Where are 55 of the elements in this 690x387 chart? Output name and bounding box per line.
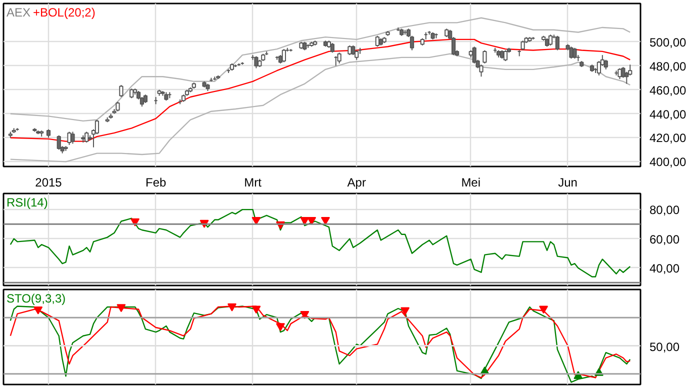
candlestick xyxy=(520,40,525,51)
y-tick-label: 460,00 xyxy=(650,83,687,98)
candlestick xyxy=(56,134,61,150)
candlestick xyxy=(375,35,380,48)
candlestick xyxy=(282,48,286,63)
candlestick xyxy=(503,50,508,62)
point xyxy=(116,304,126,312)
text: 50,00 xyxy=(650,340,680,354)
candlestick xyxy=(254,56,258,69)
x-tick-label: Feb xyxy=(145,176,166,190)
candlestick xyxy=(84,131,89,144)
point xyxy=(276,323,285,332)
line-series xyxy=(10,53,631,162)
candlestick xyxy=(337,52,342,64)
text: +BOL(20;2) xyxy=(32,6,96,20)
candlestick xyxy=(572,47,577,60)
candlestick xyxy=(119,84,124,98)
x-tick-label: 2015 xyxy=(35,176,62,190)
candlestick xyxy=(351,44,356,56)
candlestick xyxy=(70,131,75,144)
candlestick xyxy=(354,50,359,60)
point xyxy=(252,306,261,314)
candlestick xyxy=(67,131,72,146)
point xyxy=(34,306,43,314)
y-tick-label: 400,00 xyxy=(650,155,687,170)
series-label: STO(9,3,3) xyxy=(6,292,66,306)
y-tick-label: 80,00 xyxy=(650,203,680,218)
candlestick xyxy=(482,50,487,64)
text: RSI(14) xyxy=(6,196,48,210)
candlestick xyxy=(130,88,134,99)
candlestick xyxy=(472,46,476,64)
point xyxy=(227,303,236,312)
candlestick xyxy=(548,34,553,46)
x-tick-label: Jun xyxy=(558,176,578,190)
point xyxy=(400,307,410,316)
chart-title: AEX xyxy=(6,6,30,20)
y-tick-label: 480,00 xyxy=(650,59,687,74)
x-tick-label: Mrt xyxy=(244,176,262,190)
y-tick-label: 40,00 xyxy=(650,261,680,276)
point xyxy=(539,306,548,314)
candlestick xyxy=(604,59,608,70)
point xyxy=(300,311,310,319)
y-tick-label: 60,00 xyxy=(650,232,680,246)
candlestick xyxy=(330,42,334,54)
y-tick-label: 420,00 xyxy=(650,131,687,146)
candlestick xyxy=(555,35,560,51)
x-tick-label: Mei xyxy=(461,176,481,190)
x-tick-label: Apr xyxy=(347,176,366,190)
line-series xyxy=(10,208,631,278)
y-tick-label: 440,00 xyxy=(650,107,687,122)
candlestick xyxy=(116,101,120,112)
candlestick xyxy=(479,64,484,78)
candlestick xyxy=(348,44,352,56)
y-tick-label: 500,00 xyxy=(650,35,687,50)
line-series xyxy=(10,17,631,122)
